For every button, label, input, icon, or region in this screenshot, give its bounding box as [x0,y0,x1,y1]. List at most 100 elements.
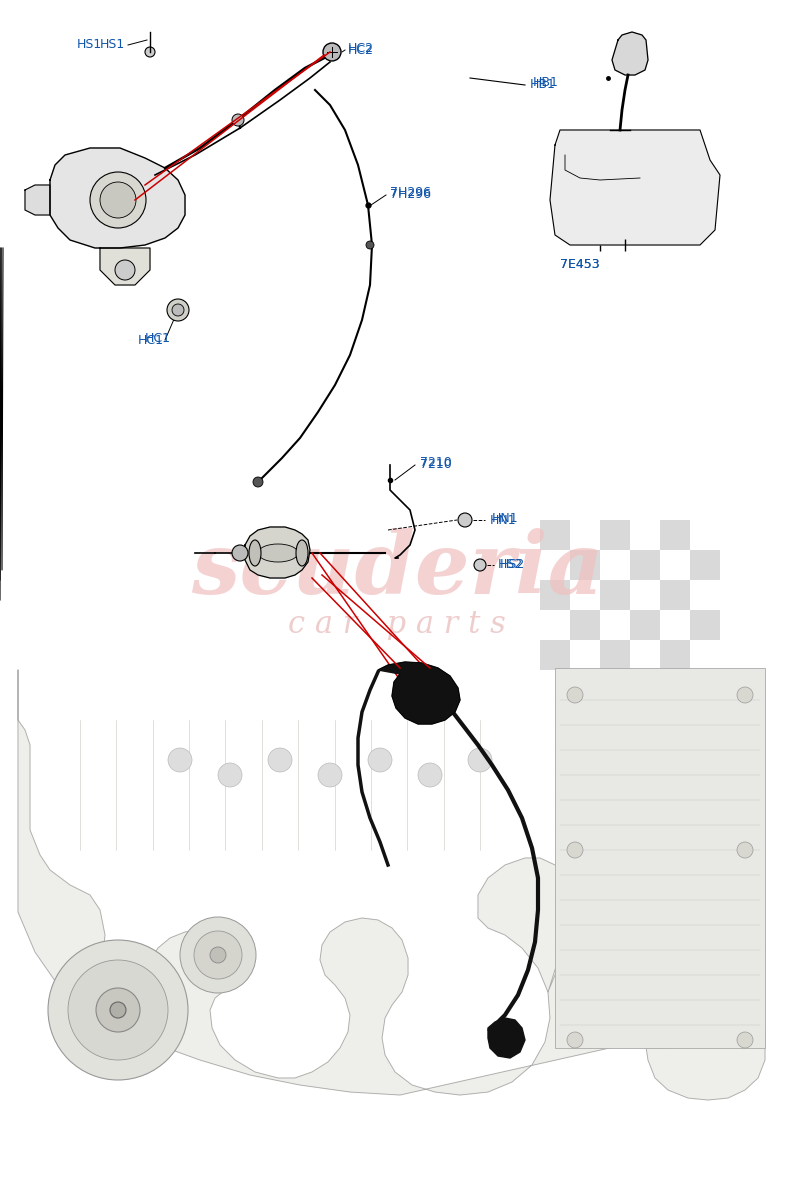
Bar [600,670,630,700]
Circle shape [368,748,392,772]
Circle shape [737,686,753,703]
Bar [660,670,690,700]
Bar [690,550,720,580]
Circle shape [737,842,753,858]
Bar [600,610,630,640]
Bar [630,550,660,580]
Bar [570,580,600,610]
Text: 7210: 7210 [420,458,452,472]
Circle shape [474,559,486,571]
Circle shape [145,47,155,56]
Bar [690,670,720,700]
Text: c a r   p a r t s: c a r p a r t s [288,610,506,641]
Circle shape [567,842,583,858]
Bar [540,580,570,610]
Polygon shape [245,527,310,578]
Circle shape [115,260,135,280]
Bar [630,670,660,700]
Circle shape [48,940,188,1080]
Polygon shape [488,1018,525,1058]
Bar [570,550,600,580]
Circle shape [418,763,442,787]
Text: HB1: HB1 [530,78,556,91]
Bar [600,580,630,610]
Bar [690,640,720,670]
Ellipse shape [258,544,298,562]
Circle shape [194,931,242,979]
Bar [540,670,570,700]
Text: HC1: HC1 [138,334,164,347]
Polygon shape [50,148,185,248]
Ellipse shape [249,540,261,566]
Text: HN1: HN1 [492,511,518,524]
Circle shape [567,1032,583,1048]
Text: 7E453: 7E453 [560,258,599,271]
Circle shape [232,545,248,560]
Bar [540,610,570,640]
Bar [690,580,720,610]
Bar [600,640,630,670]
Text: HC1: HC1 [145,331,171,344]
Text: scuderia: scuderia [191,528,603,612]
Bar [630,520,660,550]
Bar [660,610,690,640]
Bar [690,520,720,550]
Bar [570,640,600,670]
Circle shape [458,514,472,527]
Circle shape [180,917,256,994]
Text: 7H296: 7H296 [390,188,431,202]
Circle shape [468,748,492,772]
Text: 7210: 7210 [420,456,452,468]
Polygon shape [100,248,150,284]
Text: HS1: HS1 [77,38,102,52]
Bar [660,520,690,550]
Circle shape [737,1032,753,1048]
Polygon shape [18,670,765,1100]
Bar [630,640,660,670]
Polygon shape [25,185,50,215]
Text: 7H296: 7H296 [390,186,431,198]
Text: HS1: HS1 [100,38,125,52]
Circle shape [366,241,374,248]
Text: 7E453: 7E453 [560,258,599,271]
Circle shape [232,114,244,126]
Bar [660,580,690,610]
Text: HS2: HS2 [500,558,526,571]
Circle shape [172,304,184,316]
Bar [570,610,600,640]
Circle shape [218,763,242,787]
Ellipse shape [296,540,308,566]
Circle shape [268,748,292,772]
Circle shape [210,947,226,962]
Circle shape [167,299,189,320]
Bar [600,550,630,580]
Bar [540,520,570,550]
Circle shape [567,686,583,703]
Bar [570,670,600,700]
Bar [540,640,570,670]
Polygon shape [550,130,720,245]
Circle shape [323,43,341,61]
Polygon shape [612,32,648,74]
Circle shape [68,960,168,1060]
Circle shape [168,748,192,772]
Bar [540,550,570,580]
Bar [660,550,690,580]
Bar [555,668,765,1048]
Bar [630,610,660,640]
Polygon shape [378,662,460,724]
Bar [690,610,720,640]
Bar [570,520,600,550]
Bar [600,520,630,550]
Circle shape [100,182,136,218]
Circle shape [318,763,342,787]
Text: HN1: HN1 [490,514,517,527]
Text: HC2: HC2 [348,43,374,56]
Circle shape [253,476,263,487]
Text: HS2: HS2 [498,558,523,571]
Text: HB1: HB1 [533,76,559,89]
Circle shape [110,1002,126,1018]
Bar [660,640,690,670]
Text: HC2: HC2 [348,42,374,54]
Circle shape [90,172,146,228]
